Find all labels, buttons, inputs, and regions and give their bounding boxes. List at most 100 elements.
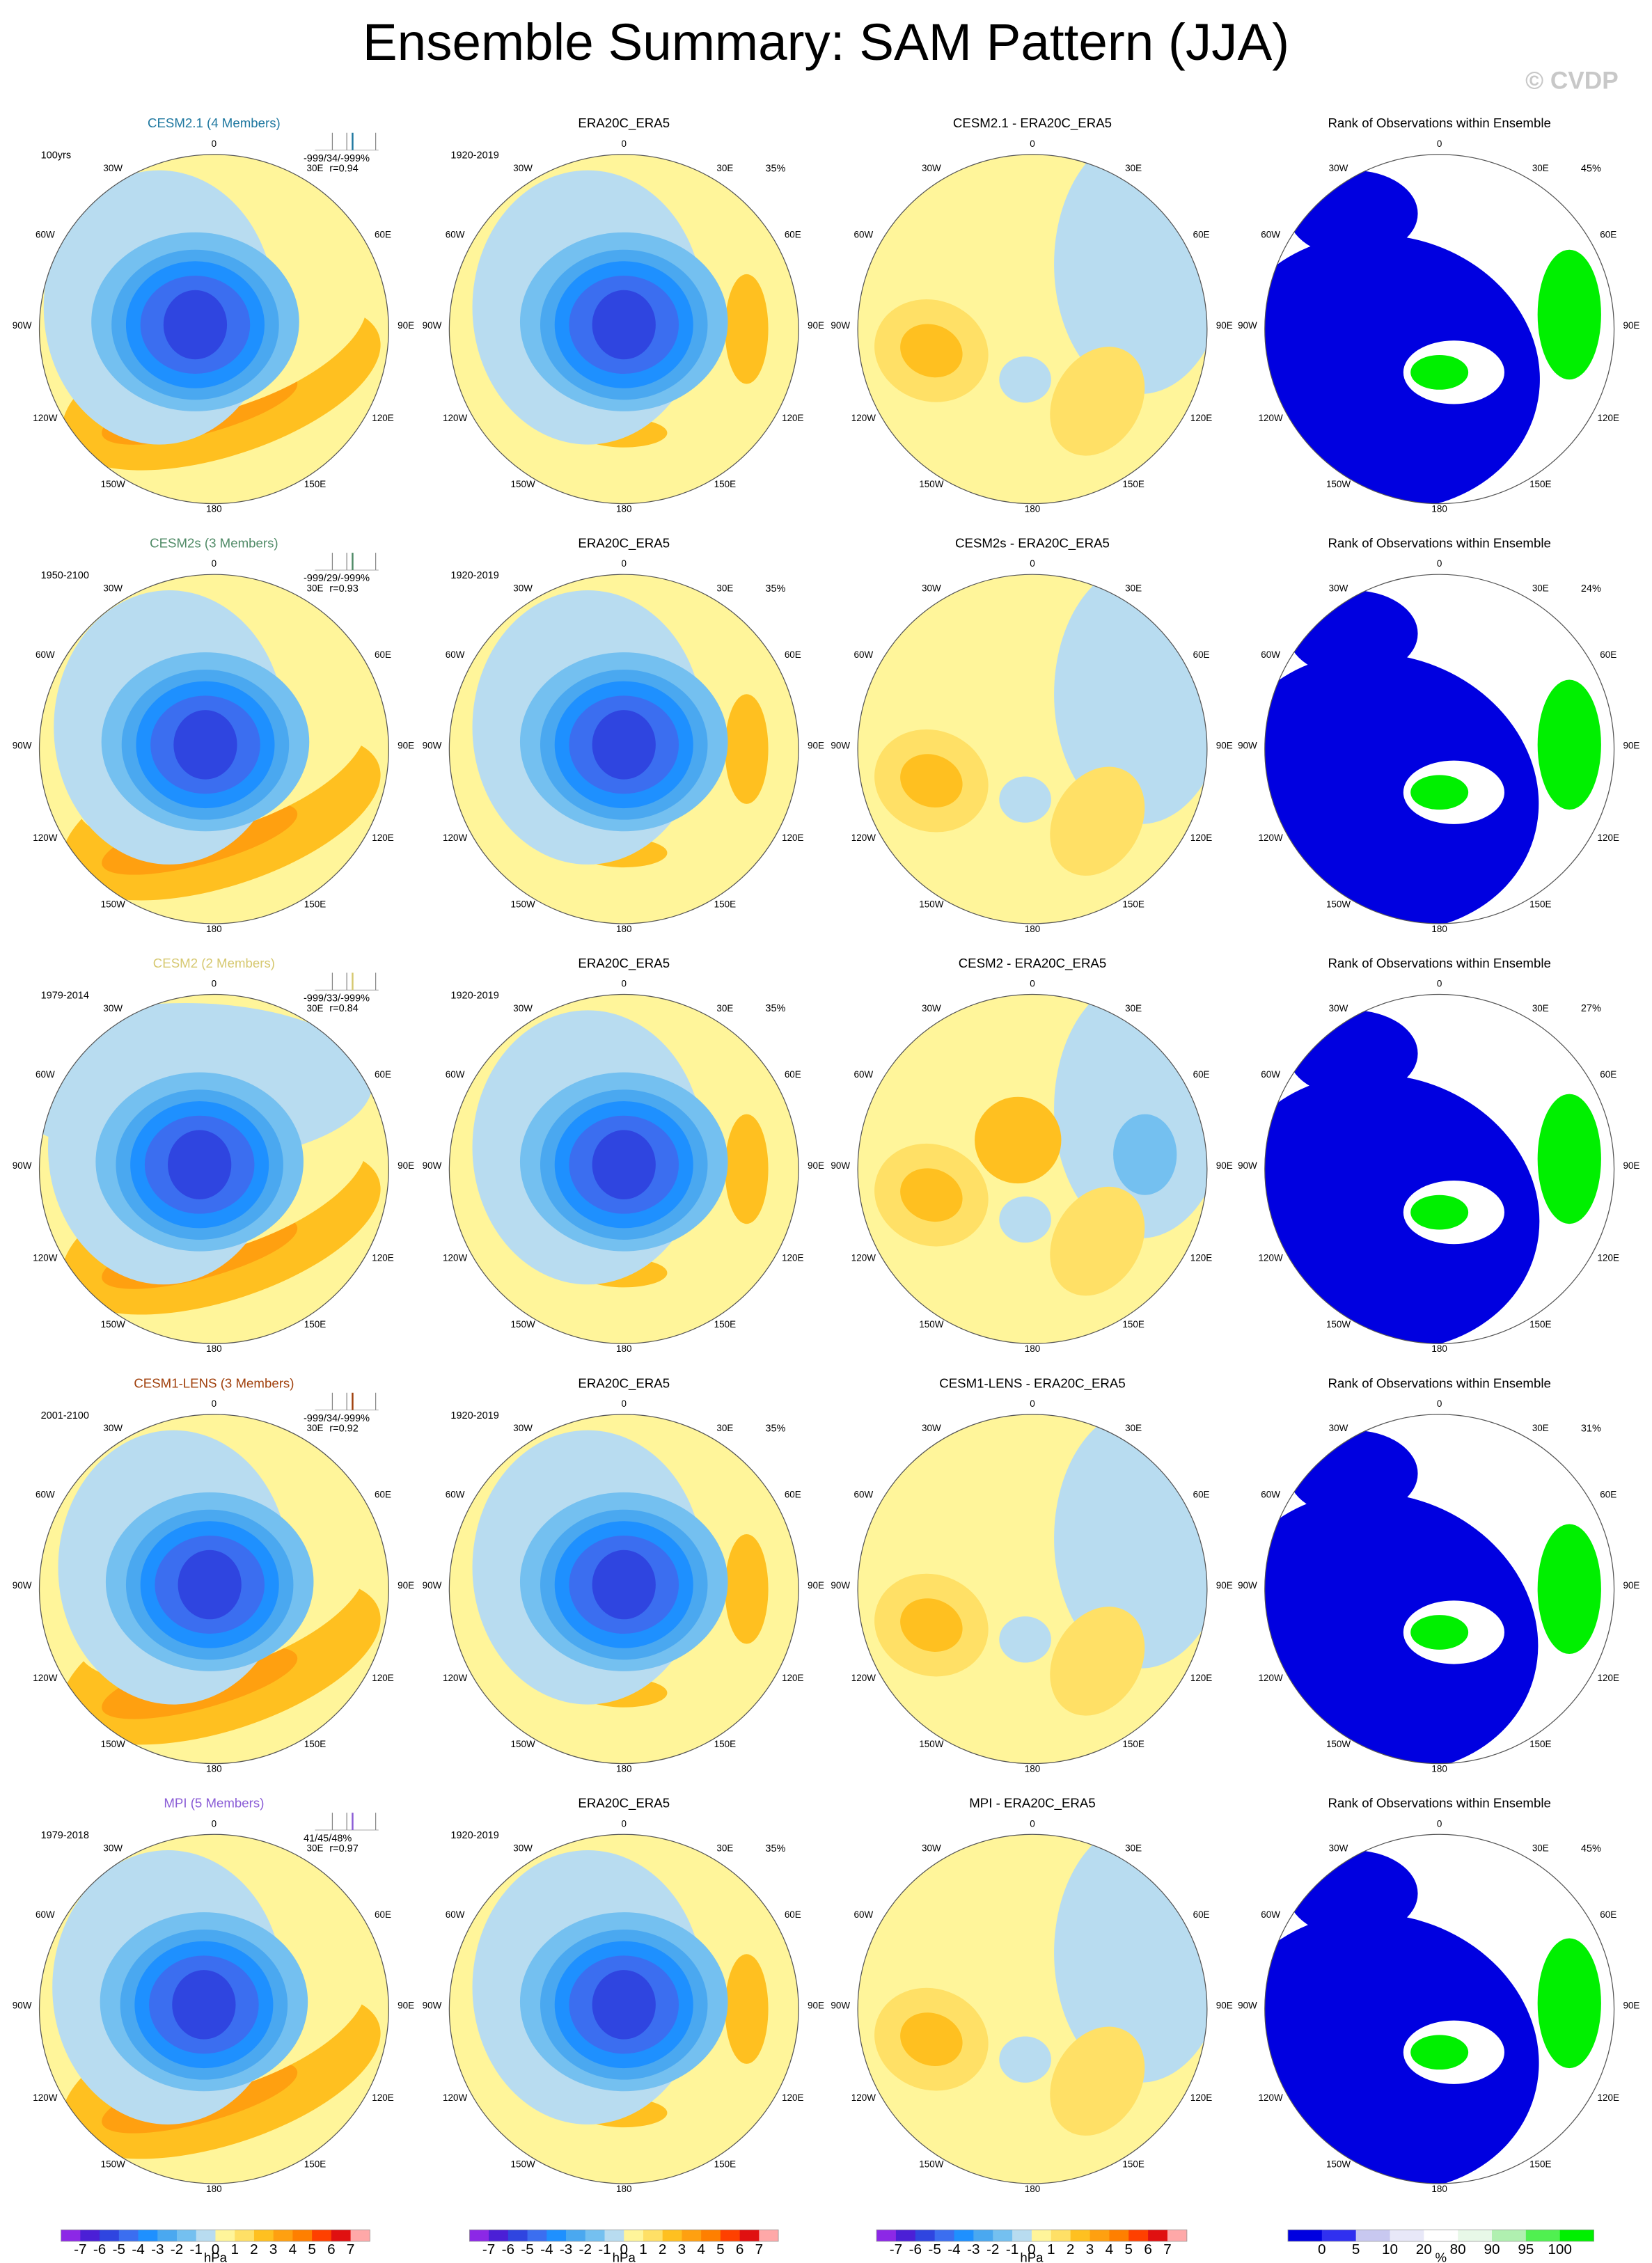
contour-region [725, 1533, 769, 1644]
contour-region [592, 710, 656, 780]
lon-label: 180 [616, 1763, 631, 1774]
contour-region [1287, 1430, 1418, 1517]
lon-label: 150E [714, 1739, 736, 1749]
lon-label: 90E [1216, 2001, 1233, 2011]
lon-label: 180 [206, 503, 221, 514]
lon-label: 150W [101, 1319, 125, 1330]
colorbar-swatch [177, 2230, 197, 2241]
lon-label: 90W [831, 1160, 850, 1171]
lon-label: 60E [1193, 230, 1210, 240]
colorbar-label: -4 [132, 2241, 144, 2257]
corr-label: r=0.84 [329, 1003, 359, 1014]
lon-label: 90W [1238, 2001, 1257, 2011]
lon-label: 120W [851, 2092, 876, 2103]
contour-region [900, 754, 963, 808]
lon-label: 150W [511, 899, 535, 910]
colorbar-label: 5 [716, 2241, 725, 2257]
map-border [857, 1414, 1208, 1765]
panel-title: MPI (5 Members) [164, 1796, 264, 1811]
contour-region [999, 356, 1051, 403]
colorbar-label: 6 [1144, 2241, 1152, 2257]
lon-label: 60E [375, 230, 391, 240]
lon-label: 60W [854, 649, 874, 660]
contour-region [173, 710, 237, 780]
stats-label: 41/45/48% [304, 1833, 352, 1844]
lon-label: 180 [206, 2184, 221, 2194]
contour-region [900, 1598, 963, 1652]
colorbar-unit: hPa [613, 2250, 636, 2263]
lon-label: 120W [443, 413, 467, 423]
lon-label: 180 [616, 2184, 631, 2194]
colorbar-label: 6 [327, 2241, 336, 2257]
lon-label: 60W [854, 1490, 874, 1500]
colorbar-swatch [157, 2230, 178, 2241]
lon-label: 180 [1431, 2184, 1447, 2194]
lon-label: 150W [1326, 2159, 1351, 2170]
colorbar-label: -4 [947, 2241, 960, 2257]
lon-label: 150W [101, 2159, 125, 2170]
colorbar-label: 2 [250, 2241, 258, 2257]
colorbar-label: 5 [308, 2241, 316, 2257]
lon-label: 120E [1190, 2092, 1212, 2103]
panel-title: ERA20C_ERA5 [578, 1375, 670, 1391]
map-border [1264, 1834, 1615, 2184]
contour-region [592, 1130, 656, 1199]
lon-label: 150E [1529, 2159, 1551, 2170]
contour-region [900, 324, 963, 378]
map-field [449, 574, 799, 924]
contour-region [178, 1550, 242, 1620]
colorbar-label: -1 [190, 2241, 203, 2257]
lon-label: 60E [1193, 1490, 1210, 1500]
contour-region [1287, 1850, 1418, 1937]
lon-label: 30E [307, 1843, 324, 1854]
colorbar-label: 7 [1163, 2241, 1172, 2257]
lon-label: 0 [1030, 558, 1035, 569]
lon-label: 180 [206, 1763, 221, 1774]
stats-label: -999/29/-999% [304, 573, 370, 584]
lon-label: 150W [919, 2159, 943, 2170]
lon-label: 90W [13, 1160, 32, 1171]
lon-label: 120W [851, 1673, 876, 1683]
lon-label: 120E [782, 833, 803, 843]
lon-label: 0 [621, 979, 627, 989]
lon-label: 30E [716, 1003, 733, 1014]
lon-label: 30E [1125, 583, 1142, 593]
colorbar-label: -5 [928, 2241, 941, 2257]
lon-label: 30E [1532, 1423, 1549, 1433]
map-field [1264, 1834, 1614, 2184]
map-field [39, 1414, 389, 1764]
lon-label: 30E [1532, 1003, 1549, 1014]
lon-label: 0 [212, 139, 217, 149]
colorbar-label: 7 [755, 2241, 764, 2257]
lon-label: 120E [1598, 2092, 1619, 2103]
lon-label: 120E [372, 833, 393, 843]
lon-label: 90W [423, 740, 442, 750]
lon-label: 90E [808, 320, 824, 331]
lon-label: 90W [831, 320, 850, 331]
panel-title: MPI - ERA20C_ERA5 [969, 1796, 1095, 1811]
lon-label: 90W [423, 2001, 442, 2011]
panel-title: Rank of Observations within Ensemble [1328, 536, 1550, 551]
colorbar-swatch [215, 2230, 235, 2241]
contour-region [1050, 1607, 1145, 1716]
colorbar-frame [61, 2229, 370, 2242]
panel-title: ERA20C_ERA5 [578, 116, 670, 131]
lon-label: 120E [372, 2092, 393, 2103]
lon-label: 60W [446, 230, 465, 240]
lon-label: 90E [1216, 1580, 1233, 1591]
lon-label: 60W [1261, 230, 1280, 240]
lon-label: 30E [716, 1843, 733, 1854]
lon-label: 120E [1190, 833, 1212, 843]
colorbar-label: 100 [1548, 2241, 1572, 2257]
colorbar-swatch [1167, 2230, 1188, 2241]
colorbar-label: -6 [909, 2241, 922, 2257]
lon-label: 90E [398, 1580, 414, 1591]
lon-label: 0 [1437, 139, 1442, 149]
lon-label: 90W [13, 2001, 32, 2011]
contour-region [1410, 775, 1469, 810]
lon-label: 0 [212, 1398, 217, 1409]
colorbar-swatch [80, 2230, 100, 2241]
lon-label: 120E [782, 1253, 803, 1263]
contour-region [1537, 249, 1601, 380]
lon-label: 120W [33, 2092, 57, 2103]
